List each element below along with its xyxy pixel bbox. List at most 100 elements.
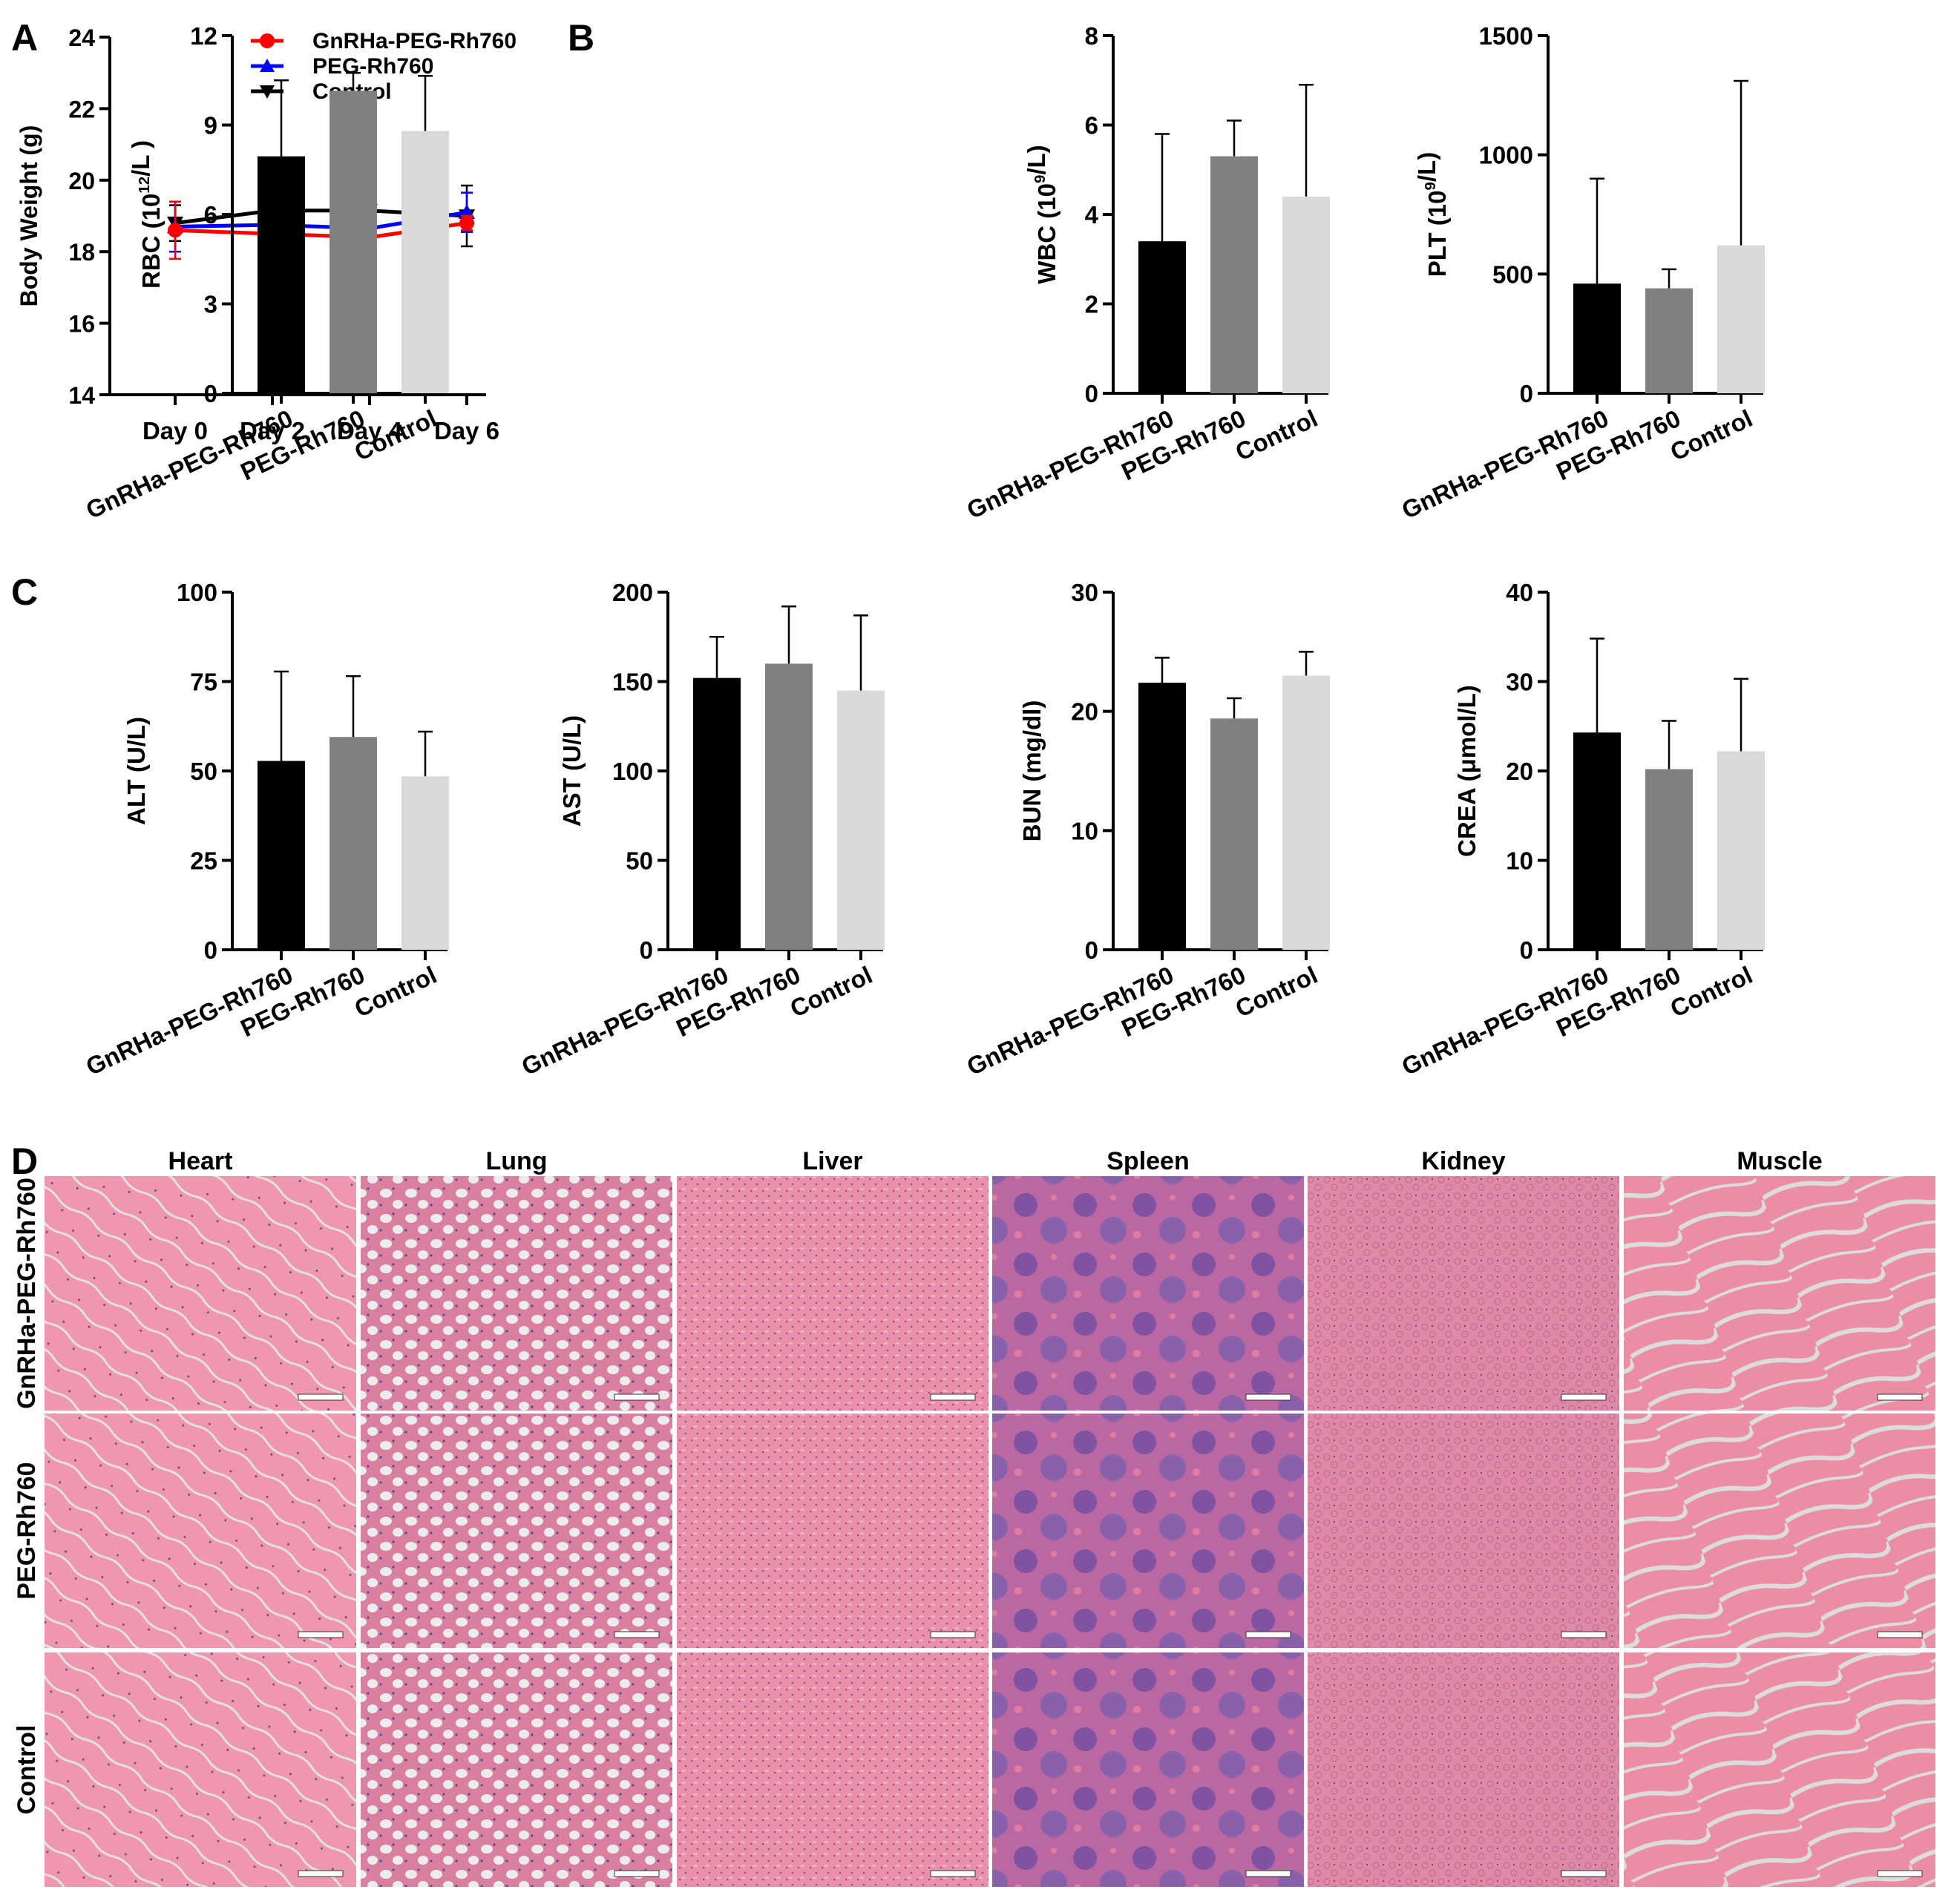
- y-tick-label: 4: [1085, 201, 1099, 229]
- tissue-column-header: Lung: [485, 1147, 547, 1175]
- bar: [693, 677, 741, 950]
- y-tick-label: 50: [626, 847, 653, 875]
- x-tick-label: Day 6: [434, 417, 499, 444]
- y-tick-label: 30: [1506, 669, 1533, 696]
- y-tick-label: 0: [1085, 380, 1098, 407]
- data-point: [459, 215, 474, 231]
- histology-image: [1624, 1414, 1935, 1648]
- y-axis-label: RBC (1012/L ): [127, 140, 165, 289]
- histology-image: [1308, 1414, 1619, 1648]
- body-weight-chart: 14 16 18 20 22 24 Day 0 Day 2 Day 4 Day 6 Body Wei…: [16, 24, 517, 444]
- legend-marker: [260, 59, 275, 72]
- y-axis-label: CREA (μmol/L): [1453, 685, 1481, 857]
- histology-image: [361, 1414, 672, 1648]
- histology-image: [45, 1414, 356, 1648]
- x-tick-label: Control: [350, 961, 441, 1022]
- bar: [1282, 675, 1330, 950]
- histology-image: [992, 1414, 1304, 1648]
- y-axis-label: WBC (109/L): [1023, 145, 1060, 283]
- bar: [1645, 288, 1693, 393]
- histology-row-label: Control: [13, 1725, 41, 1815]
- scale-bar: [1245, 1631, 1291, 1638]
- scale-bar: [614, 1870, 660, 1877]
- histology-image: [992, 1652, 1304, 1887]
- x-tick-label: Control: [1231, 961, 1322, 1022]
- histology-row-label: GnRHa-PEG-Rh760: [13, 1178, 41, 1409]
- scale-bar: [1561, 1393, 1607, 1401]
- y-tick-label: 2: [1085, 291, 1098, 318]
- bar: [258, 761, 305, 950]
- legend-marker: [260, 33, 275, 48]
- histology-image: [1624, 1652, 1935, 1887]
- panel-letter-a: A: [11, 17, 38, 59]
- bar: [1717, 751, 1765, 950]
- x-tick-label: Day 2: [240, 417, 305, 444]
- y-tick-label: 500: [1492, 260, 1533, 288]
- tissue-column-header: Muscle: [1737, 1147, 1822, 1175]
- x-tick-label: Control: [350, 404, 441, 466]
- x-tick-label: Control: [1666, 961, 1757, 1022]
- y-tick-label: 18: [68, 239, 95, 266]
- panel-letter-d: D: [11, 1140, 38, 1182]
- y-tick-label: 100: [612, 758, 653, 785]
- scale-bar: [1877, 1631, 1923, 1638]
- bar: [330, 737, 377, 950]
- histology-image: [1308, 1176, 1619, 1411]
- y-axis-label: AST (U/L): [558, 715, 586, 827]
- bar: [1138, 241, 1186, 393]
- y-tick-label: 3: [204, 291, 217, 318]
- y-tick-label: 10: [1506, 847, 1533, 875]
- histology-image: [1624, 1176, 1935, 1411]
- scale-bar: [614, 1393, 660, 1401]
- scale-bar: [1561, 1631, 1607, 1638]
- scale-bar: [1877, 1870, 1923, 1877]
- bar: [1573, 283, 1621, 393]
- y-tick-label: 50: [190, 758, 217, 785]
- y-tick-label: 22: [68, 96, 95, 122]
- y-tick-label: 0: [640, 936, 653, 964]
- y-tick-label: 1500: [1479, 22, 1533, 50]
- scale-bar: [614, 1631, 660, 1638]
- y-tick-label: 100: [177, 579, 217, 606]
- tissue-column-header: Kidney: [1421, 1147, 1505, 1175]
- histology-image: [992, 1176, 1304, 1411]
- y-tick-label: 40: [1506, 579, 1533, 606]
- tissue-column-header: Spleen: [1106, 1147, 1189, 1175]
- y-tick-label: 6: [1085, 112, 1098, 139]
- legend-marker: [260, 85, 275, 99]
- bar: [1282, 196, 1330, 393]
- x-tick-label: Day 0: [142, 417, 208, 444]
- scale-bar: [298, 1870, 344, 1877]
- x-tick-label: Control: [1666, 404, 1757, 466]
- y-tick-label: 9: [204, 112, 217, 139]
- y-tick-label: 20: [1071, 698, 1098, 726]
- y-tick-label: 6: [204, 201, 217, 229]
- y-tick-label: 20: [68, 168, 95, 194]
- bar: [401, 776, 449, 950]
- scale-bar: [1245, 1393, 1291, 1401]
- y-tick-label: 20: [1506, 758, 1533, 785]
- y-tick-label: 1000: [1479, 142, 1533, 169]
- scale-bar: [1245, 1870, 1291, 1877]
- scale-bar: [1877, 1393, 1923, 1401]
- scale-bar: [930, 1870, 976, 1877]
- y-tick-label: 0: [1520, 936, 1533, 964]
- y-tick-label: 12: [190, 22, 217, 50]
- legend-label: PEG-Rh760: [312, 54, 433, 79]
- bar: [330, 91, 377, 393]
- data-point: [168, 223, 183, 238]
- y-tick-label: 24: [68, 24, 95, 51]
- scale-bar: [298, 1631, 344, 1638]
- scale-bar: [298, 1393, 344, 1401]
- bar: [765, 663, 813, 950]
- scale-bar: [1561, 1870, 1607, 1877]
- histology-grid: Heart Lung Liver Spleen Kidney Muscle GnRHa-PE…: [13, 1147, 1935, 1887]
- tissue-column-header: Heart: [168, 1147, 233, 1175]
- histology-image: [45, 1176, 356, 1411]
